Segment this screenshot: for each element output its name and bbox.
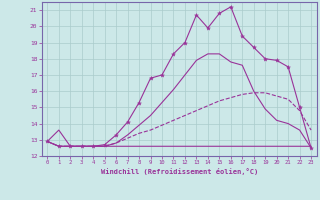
X-axis label: Windchill (Refroidissement éolien,°C): Windchill (Refroidissement éolien,°C) <box>100 168 258 175</box>
